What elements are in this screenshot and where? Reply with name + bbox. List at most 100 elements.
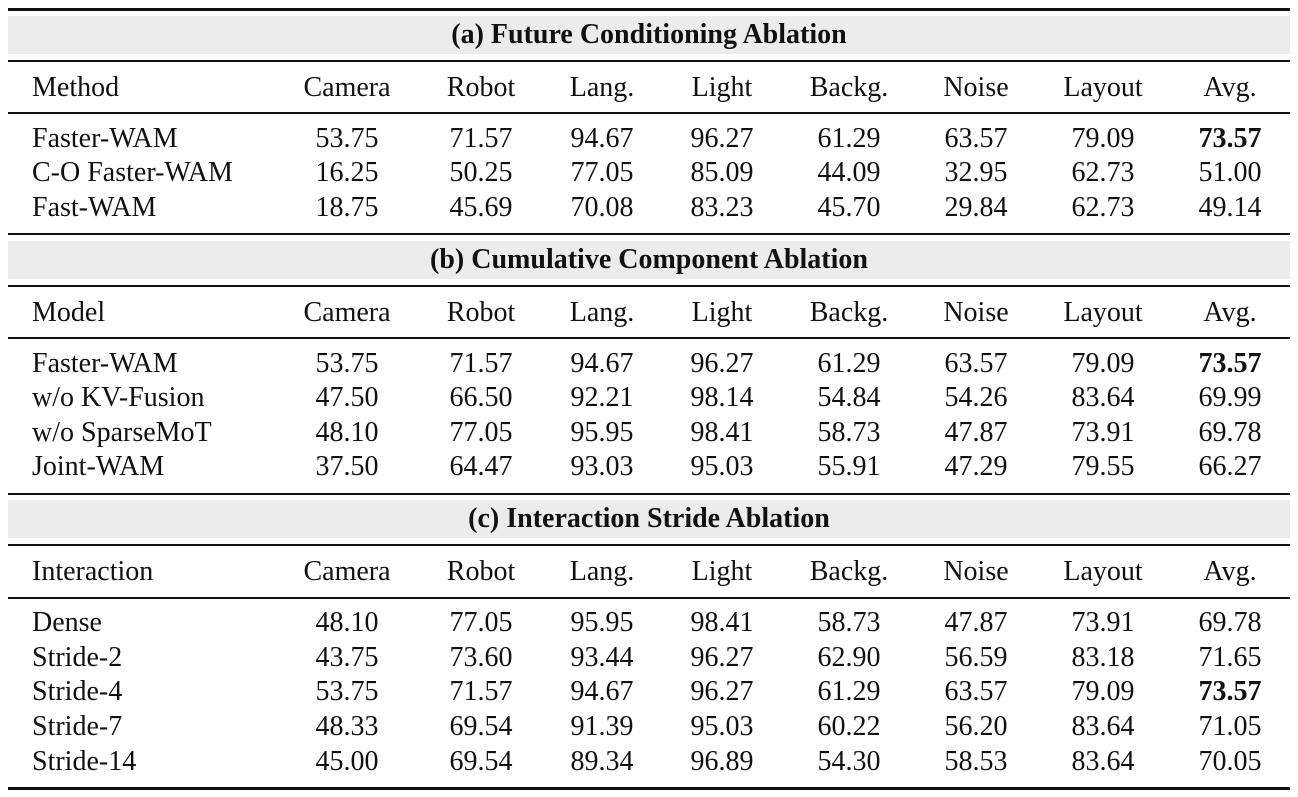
table-row: Joint-WAM 37.50 64.47 93.03 95.03 55.91 …: [0, 450, 1298, 484]
bottom-rule: [8, 787, 1290, 790]
cell-robot: 71.57: [449, 348, 513, 379]
section-a-bottom-rule: [8, 233, 1290, 235]
cell-noise: 54.26: [944, 382, 1008, 413]
row-label: Faster-WAM: [32, 123, 178, 154]
cell-lang: 94.67: [570, 676, 634, 707]
cell-robot: 66.50: [449, 382, 513, 413]
cell-lang: 93.03: [570, 451, 634, 482]
row-label: Stride-2: [32, 642, 123, 673]
header-backg: Backg.: [809, 72, 889, 103]
cell-camera: 53.75: [315, 348, 379, 379]
section-b-bottom-rule: [8, 493, 1290, 495]
section-a-title-rule: [8, 60, 1290, 62]
cell-noise: 56.59: [944, 642, 1008, 673]
header-lang: Lang.: [569, 556, 635, 587]
cell-backg: 58.73: [817, 417, 881, 448]
table-row: w/o KV-Fusion 47.50 66.50 92.21 98.14 54…: [0, 381, 1298, 415]
header-robot: Robot: [446, 556, 516, 587]
section-c-title: (c) Interaction Stride Ablation: [468, 503, 830, 534]
cell-avg: 49.14: [1198, 192, 1262, 223]
cell-lang: 91.39: [570, 711, 634, 742]
cell-layout: 62.73: [1071, 157, 1135, 188]
cell-backg: 45.70: [817, 192, 881, 223]
header-layout: Layout: [1063, 72, 1143, 103]
section-b-band: [8, 241, 1290, 279]
cell-camera: 47.50: [315, 382, 379, 413]
cell-camera: 18.75: [315, 192, 379, 223]
cell-lang: 94.67: [570, 123, 634, 154]
row-label: w/o SparseMoT: [32, 417, 212, 448]
header-noise: Noise: [943, 556, 1009, 587]
section-b-header-row: Model Camera Robot Lang. Light Backg. No…: [0, 296, 1298, 330]
cell-backg: 54.30: [817, 746, 881, 777]
cell-camera: 37.50: [315, 451, 379, 482]
section-a-band: [8, 16, 1290, 54]
cell-layout: 79.09: [1071, 123, 1135, 154]
section-c-band: [8, 500, 1290, 538]
cell-robot: 69.54: [449, 746, 513, 777]
header-camera: Camera: [303, 556, 391, 587]
cell-lang: 94.67: [570, 348, 634, 379]
cell-avg: 69.78: [1198, 417, 1262, 448]
section-a-header-rule: [8, 112, 1290, 114]
header-lang: Lang.: [569, 72, 635, 103]
cell-backg: 61.29: [817, 348, 881, 379]
cell-layout: 79.55: [1071, 451, 1135, 482]
cell-avg: 69.78: [1198, 607, 1262, 638]
cell-robot: 77.05: [449, 607, 513, 638]
header-layout: Layout: [1063, 297, 1143, 328]
section-b-title: (b) Cumulative Component Ablation: [430, 244, 868, 275]
table-row: Stride-2 43.75 73.60 93.44 96.27 62.90 5…: [0, 641, 1298, 675]
cell-avg-best: 73.57: [1198, 676, 1262, 707]
cell-light: 95.03: [690, 711, 754, 742]
header-robot: Robot: [446, 297, 516, 328]
row-label: Stride-7: [32, 711, 123, 742]
cell-camera: 43.75: [315, 642, 379, 673]
header-backg: Backg.: [809, 556, 889, 587]
cell-light: 83.23: [690, 192, 754, 223]
cell-backg: 62.90: [817, 642, 881, 673]
section-c-header-rule: [8, 597, 1290, 599]
row-label: w/o KV-Fusion: [32, 382, 205, 413]
cell-robot: 50.25: [449, 157, 513, 188]
section-b-header-rule: [8, 337, 1290, 339]
cell-light: 96.27: [690, 676, 754, 707]
cell-avg: 71.65: [1198, 642, 1262, 673]
cell-light: 98.14: [690, 382, 754, 413]
cell-lang: 92.21: [570, 382, 634, 413]
cell-avg: 51.00: [1198, 157, 1262, 188]
cell-noise: 63.57: [944, 348, 1008, 379]
cell-lang: 77.05: [570, 157, 634, 188]
cell-lang: 70.08: [570, 192, 634, 223]
header-model: Model: [32, 297, 106, 328]
cell-lang: 93.44: [570, 642, 634, 673]
cell-camera: 16.25: [315, 157, 379, 188]
cell-layout: 83.64: [1071, 746, 1135, 777]
cell-light: 96.27: [690, 642, 754, 673]
cell-backg: 61.29: [817, 676, 881, 707]
header-camera: Camera: [303, 297, 391, 328]
header-layout: Layout: [1063, 556, 1143, 587]
cell-robot: 71.57: [449, 123, 513, 154]
row-label: Dense: [32, 607, 102, 638]
header-noise: Noise: [943, 297, 1009, 328]
cell-robot: 73.60: [449, 642, 513, 673]
row-label: Stride-14: [32, 746, 137, 777]
cell-avg-best: 73.57: [1198, 123, 1262, 154]
cell-layout: 83.64: [1071, 711, 1135, 742]
cell-avg: 71.05: [1198, 711, 1262, 742]
cell-camera: 48.10: [315, 607, 379, 638]
cell-light: 85.09: [690, 157, 754, 188]
cell-noise: 63.57: [944, 676, 1008, 707]
cell-light: 95.03: [690, 451, 754, 482]
table-row: Fast-WAM 18.75 45.69 70.08 83.23 45.70 2…: [0, 191, 1298, 225]
section-a-header-row: Method Camera Robot Lang. Light Backg. N…: [0, 71, 1298, 105]
cell-backg: 54.84: [817, 382, 881, 413]
cell-backg: 61.29: [817, 123, 881, 154]
row-label: C-O Faster-WAM: [32, 157, 233, 188]
cell-robot: 71.57: [449, 676, 513, 707]
cell-robot: 45.69: [449, 192, 513, 223]
cell-noise: 56.20: [944, 711, 1008, 742]
table-row: Stride-14 45.00 69.54 89.34 96.89 54.30 …: [0, 745, 1298, 779]
section-c-title-rule: [8, 544, 1290, 546]
